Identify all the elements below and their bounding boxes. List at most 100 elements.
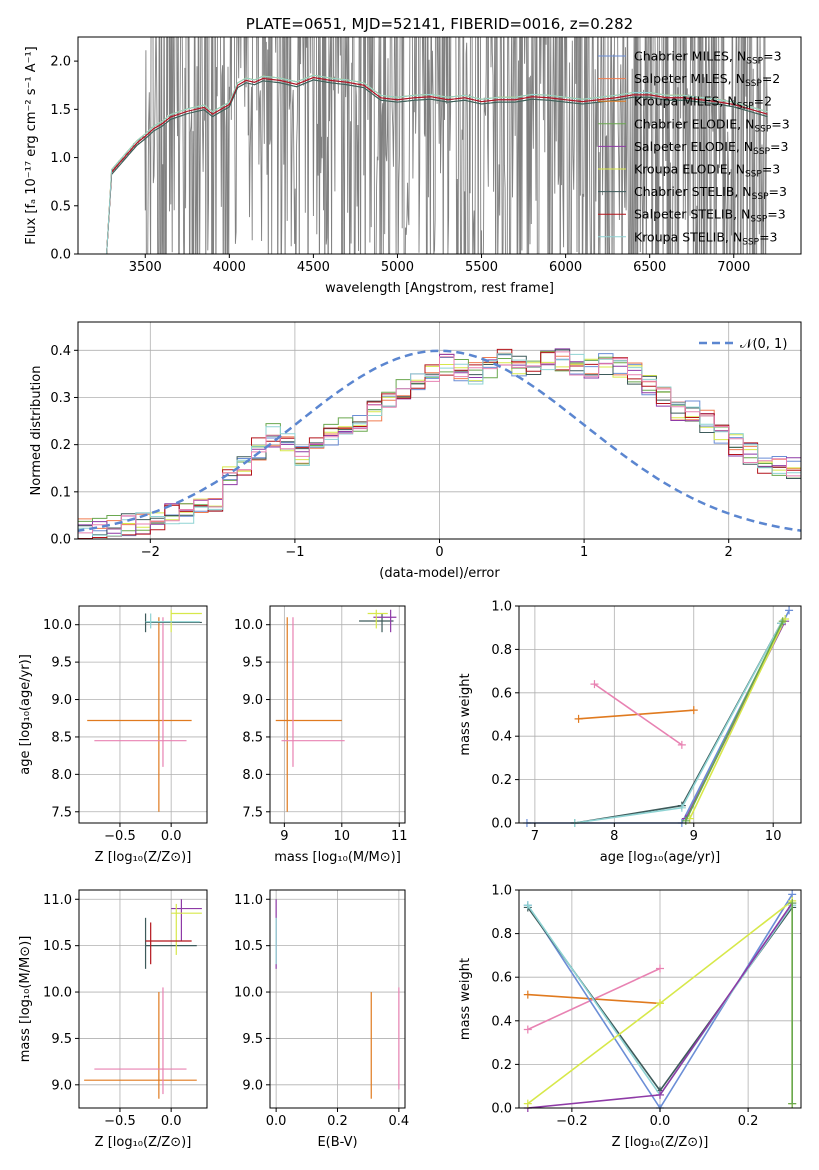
errorbar-area-2	[87, 609, 202, 812]
data-point-marker	[778, 617, 787, 626]
series-line	[574, 623, 782, 824]
data-point-marker	[656, 964, 664, 973]
x-axis-label: (data-model)/error	[379, 566, 500, 581]
histogram-series	[78, 348, 801, 539]
data-point-marker	[656, 1090, 664, 1099]
x-tick-label: 0.2	[738, 1114, 759, 1129]
axes-0: 3500 4000 4500 5000 5500 6000 6500 7000 0.0 0.5 1.…	[24, 36, 802, 296]
x-tick-label: 0.0	[650, 1114, 671, 1129]
y-tick-label: 10.0	[43, 986, 72, 1001]
x-tick-label: 0.0	[161, 1114, 182, 1129]
errorbar-area-6	[275, 899, 400, 1099]
legend-entry: Salpeter STELIB, NSSP=3	[634, 207, 786, 225]
axes-5: −0.5 0.0 9.0 9.5 10.0 10.5 11.0 Z [log₁₀(Z/Z⊙)]…	[18, 889, 208, 1150]
data-point-marker	[523, 1099, 532, 1108]
data-point-marker	[574, 714, 583, 723]
axes-1: −2 −1 0 1 2 0.0 0.1 0.2 0.3 0.4 (data-model)/error…	[29, 321, 802, 581]
y-axis-label: Flux [fₐ 10⁻¹⁷ erg cm⁻² s⁻¹ A⁻¹]	[24, 46, 39, 245]
y-tick-label: 8.5	[51, 730, 72, 745]
x-axis-label: age [log₁₀(age/yr)]	[600, 850, 721, 865]
data-point-marker	[677, 740, 686, 749]
y-tick-label: 9.5	[51, 656, 72, 671]
panel-2	[79, 606, 207, 823]
data-point-marker	[689, 706, 698, 715]
histogram-series	[78, 349, 801, 536]
panel-7	[519, 889, 801, 1109]
y-tick-label: 10.0	[43, 618, 72, 633]
y-tick-label: 0.8	[491, 643, 512, 658]
data-point-marker	[656, 999, 664, 1008]
x-tick-label: 0.2	[327, 1114, 348, 1129]
y-tick-label: 10.0	[234, 986, 263, 1001]
model-curve	[106, 79, 768, 254]
histogram-area	[78, 348, 801, 539]
y-tick-label: 1.0	[491, 600, 512, 615]
lines-area-7	[523, 890, 797, 1112]
y-tick-label: 0.8	[491, 927, 512, 942]
data-point-marker	[677, 803, 686, 812]
x-tick-label: 0	[435, 545, 443, 560]
x-axis-label: mass [log₁₀(M/M⊙)]	[274, 850, 401, 865]
y-axis-label: mass [log₁₀(M/M⊙)]	[18, 936, 33, 1063]
axes-2: −0.5 0.0 7.5 8.0 8.5 9.0 9.5 10.0 Z [log₁₀(Z/Z⊙)…	[18, 605, 208, 865]
x-tick-label: 9	[690, 829, 698, 844]
y-tick-label: 0.3	[50, 391, 71, 406]
panel-5	[79, 890, 207, 1108]
x-tick-label: 8	[610, 829, 618, 844]
panel-4	[519, 605, 801, 824]
y-tick-label: 10.5	[43, 939, 72, 954]
legend-entry: Salpeter ELODIE, NSSP=3	[634, 139, 788, 157]
normal-curve	[78, 349, 801, 532]
y-tick-label: 8.0	[242, 768, 263, 783]
lines-area-4	[522, 606, 794, 827]
y-tick-label: 0.4	[491, 1014, 512, 1029]
x-tick-label: 7000	[717, 260, 750, 275]
panel-6	[270, 890, 405, 1108]
panel-3	[270, 606, 405, 823]
legend-entry: Kroupa ELODIE, NSSP=3	[634, 162, 780, 180]
x-axis-label: Z [log₁₀(Z/Z⊙)]	[612, 1135, 709, 1150]
axes-7: −0.2 0.0 0.2 0.0 0.2 0.4 0.6 0.8 1.0 Z [log₁₀(Z/Z…	[458, 884, 802, 1150]
y-tick-label: 9.5	[242, 1032, 263, 1047]
plot-frame	[78, 889, 208, 1109]
histogram-series	[78, 350, 801, 529]
histogram-series	[78, 351, 801, 532]
y-tick-label: 0.6	[491, 686, 512, 701]
series-line	[685, 620, 784, 822]
y-tick-label: 9.0	[51, 1078, 72, 1093]
x-tick-label: −0.5	[104, 1114, 136, 1129]
x-tick-label: 10	[334, 829, 351, 844]
legend-entry: Salpeter MILES, NSSP=2	[634, 71, 780, 89]
axes-3: 9 10 11 7.5 8.0 8.5 9.0 9.5 10.0 mass [log₁₀(M/M⊙…	[234, 605, 408, 865]
x-tick-label: 7	[531, 829, 539, 844]
plot-frame	[78, 605, 208, 824]
x-axis-label: wavelength [Angstrom, rest frame]	[325, 281, 554, 296]
model-curve	[106, 76, 768, 254]
data-point-marker	[523, 901, 532, 910]
y-tick-label: 8.0	[51, 768, 72, 783]
errorbar-area-5	[84, 899, 202, 1099]
y-tick-label: 0.4	[50, 344, 71, 359]
data-point-marker	[681, 816, 690, 825]
x-tick-label: 1	[580, 545, 588, 560]
y-tick-label: 9.0	[242, 693, 263, 708]
axes-6: 0.0 0.2 0.4 9.0 9.5 10.0 10.5 11.0 E(B-V)	[234, 889, 409, 1150]
y-tick-label: 0.2	[491, 773, 512, 788]
y-tick-label: 9.5	[51, 1032, 72, 1047]
x-tick-label: 4000	[213, 260, 246, 275]
errorbar-area-3	[275, 609, 397, 812]
histogram-series	[78, 351, 801, 534]
x-tick-label: 11	[391, 829, 408, 844]
x-tick-label: 6000	[549, 260, 582, 275]
data-point-marker	[785, 606, 794, 615]
legend-entry: Chabrier ELODIE, NSSP=3	[634, 116, 790, 134]
x-tick-label: −0.5	[104, 829, 136, 844]
data-point-marker	[523, 1025, 532, 1034]
x-tick-label: 5000	[381, 260, 414, 275]
y-tick-label: 1.0	[50, 151, 71, 166]
x-tick-label: 6500	[633, 260, 666, 275]
y-tick-label: 7.5	[51, 805, 72, 820]
y-tick-label: 9.0	[51, 693, 72, 708]
histogram-series	[78, 358, 801, 539]
y-tick-label: 0.6	[491, 971, 512, 986]
